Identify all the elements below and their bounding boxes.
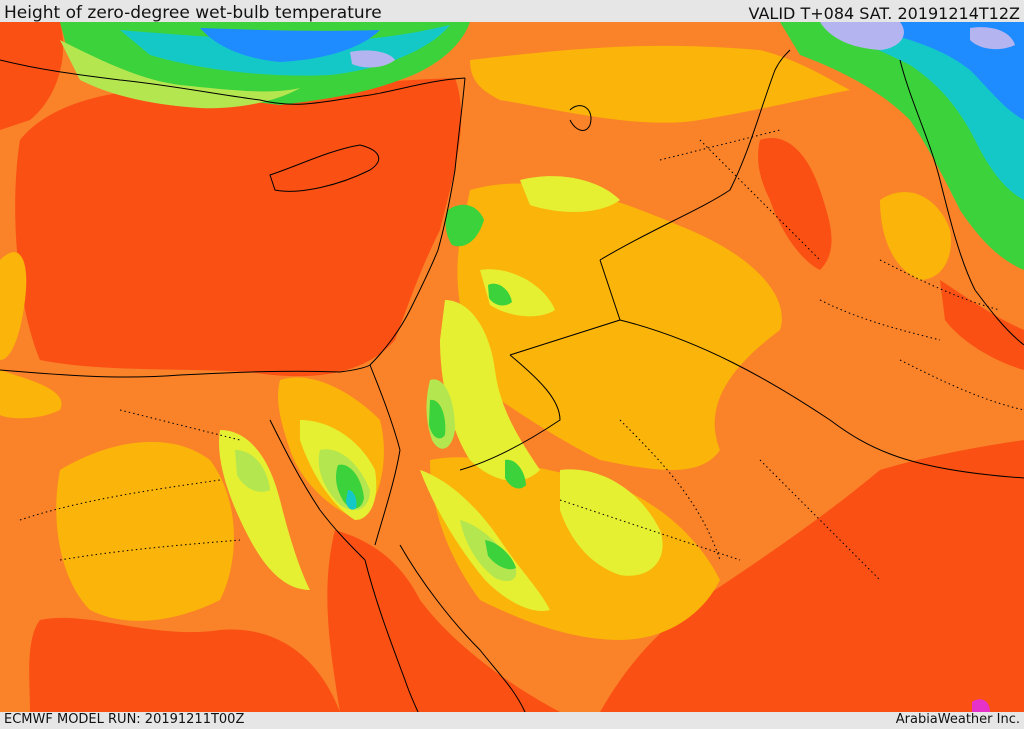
field-amber-egypt — [56, 441, 234, 621]
field-amber-iran — [880, 191, 951, 280]
field-amber-libya — [0, 370, 62, 419]
border-syria-iraq — [599, 49, 791, 261]
valid-time: VALID T+084 SAT. 20191214T12Z — [748, 4, 1020, 23]
coastline-redsea-west — [364, 559, 419, 712]
field-green-saudi — [505, 459, 526, 489]
coastline-gulf — [974, 289, 1024, 346]
field-zagros-lavender — [820, 22, 904, 50]
field-sudan-high — [29, 617, 340, 712]
border-iran-iraq — [899, 59, 976, 291]
field-lgreen-egypt — [235, 450, 270, 492]
weather-map[interactable] — [0, 22, 1024, 712]
field-turkey-lgreen — [60, 40, 300, 109]
province-borders-iraq — [659, 129, 941, 341]
coastline-aqaba — [374, 449, 401, 546]
border-jordan-iraq — [509, 259, 621, 356]
field-arabia-high — [600, 440, 1024, 712]
coastline-redsea-east — [399, 544, 526, 712]
coastline-suez — [269, 419, 366, 561]
coastline-caspian-lake — [569, 105, 592, 131]
field-turkey-blue — [200, 28, 380, 62]
province-borders-saudi — [559, 419, 881, 581]
field-mediterranean-high — [15, 78, 462, 377]
model-run-label: ECMWF MODEL RUN: 20191211T00Z — [4, 712, 245, 727]
brand-label: ArabiaWeather Inc. — [895, 712, 1020, 727]
field-yellow-levant — [440, 300, 540, 481]
field-green-levant — [445, 204, 484, 247]
field-yellow-north — [520, 176, 620, 212]
border-egypt-israel — [369, 364, 401, 451]
field-turkey-lavender — [350, 50, 395, 68]
field-zagros-lavender-2 — [970, 27, 1015, 50]
field-green-hejaz — [485, 540, 516, 570]
field-green-jordan — [488, 283, 512, 306]
border-saudi-iraq — [619, 319, 1024, 479]
field-iraq-high — [758, 138, 832, 270]
field-gulf-high — [940, 280, 1024, 370]
field-amber-north — [470, 45, 850, 123]
coastline-cyprus — [269, 144, 380, 192]
field-yellow-saudi — [560, 469, 663, 576]
province-borders-iran — [879, 259, 1024, 411]
field-magenta-corner — [972, 699, 990, 712]
footer-bar: ECMWF MODEL RUN: 20191211T00Z ArabiaWeat… — [0, 712, 1024, 729]
field-amber-west-edge — [0, 252, 27, 360]
province-borders-egypt — [19, 409, 241, 561]
field-aegean-high — [0, 22, 64, 130]
field-redsea-high — [327, 530, 560, 712]
field-green-valley — [429, 399, 446, 439]
header-bar: Height of zero-degree wet-bulb temperatu… — [0, 0, 1024, 23]
field-amber-central — [457, 183, 782, 470]
coastline-levant — [369, 77, 466, 366]
coastline-turkey — [0, 59, 466, 105]
map-title: Height of zero-degree wet-bulb temperatu… — [4, 3, 382, 23]
coastline-egypt — [0, 364, 371, 378]
field-cyan-sinai — [346, 490, 357, 510]
border-jordan-saudi — [459, 354, 561, 471]
field-green-sinai — [336, 464, 364, 509]
